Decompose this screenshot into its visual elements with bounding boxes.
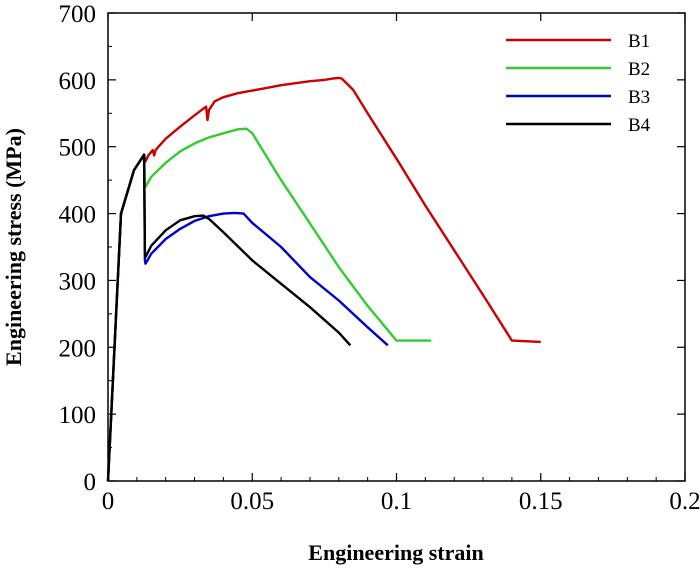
y-axis-title: Engineering stress (MPa) — [1, 128, 26, 366]
plot-frame — [107, 12, 686, 482]
x-tick-label: 0.2 — [669, 488, 700, 515]
series-line-b3 — [106, 153, 389, 482]
x-tick-label: 0.1 — [381, 488, 412, 515]
legend-label-b1: B1 — [628, 31, 650, 52]
axis-ticks — [107, 12, 686, 482]
y-tick-label: 300 — [59, 268, 97, 295]
y-tick-label: 500 — [59, 135, 97, 162]
x-axis-title: Engineering strain — [308, 540, 483, 565]
series-lines — [106, 76, 541, 482]
legend-label-b4: B4 — [628, 115, 651, 136]
x-tick-label: 0 — [102, 488, 115, 515]
legend: B1 B2 B3 B4 — [506, 31, 651, 136]
series-line-b2 — [106, 127, 432, 482]
y-tick-label: 0 — [84, 469, 97, 496]
y-tick-label: 700 — [59, 1, 97, 28]
x-tick-label: 0.05 — [230, 488, 274, 515]
tick-labels: 0 0.05 0.1 0.15 0.2 0 100 200 300 400 500 600 700 — [59, 1, 700, 515]
y-tick-label: 400 — [59, 202, 97, 229]
x-tick-label: 0.15 — [519, 488, 563, 515]
series-line-b1 — [106, 76, 541, 482]
y-tick-label: 200 — [59, 335, 97, 362]
y-tick-label: 100 — [59, 402, 97, 429]
y-tick-label: 600 — [59, 68, 97, 95]
legend-label-b2: B2 — [628, 59, 650, 80]
legend-label-b3: B3 — [628, 87, 650, 108]
series-line-b4 — [106, 153, 352, 482]
